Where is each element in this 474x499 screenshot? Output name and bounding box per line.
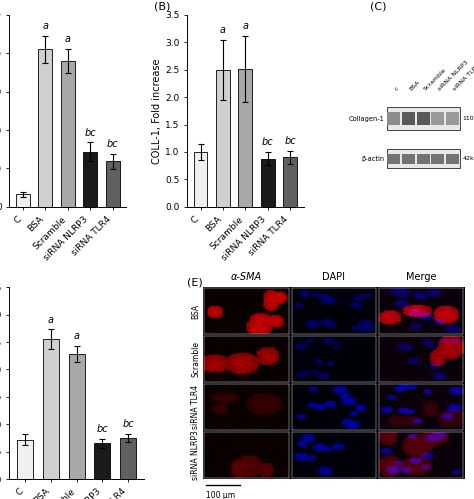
Text: Collagen-1: Collagen-1 — [349, 116, 384, 122]
Text: DAPI: DAPI — [322, 271, 345, 281]
Bar — [83, 152, 97, 207]
Text: 42kDa: 42kDa — [463, 156, 474, 161]
Bar — [387, 112, 401, 125]
Bar — [387, 154, 401, 164]
Bar — [16, 195, 30, 207]
Bar — [431, 112, 444, 125]
Bar — [431, 154, 444, 164]
Text: Merge: Merge — [406, 271, 436, 281]
Text: α-SMA: α-SMA — [231, 271, 262, 281]
Bar — [261, 159, 274, 207]
Text: bc: bc — [284, 136, 296, 146]
Text: a: a — [42, 21, 48, 31]
Text: bc: bc — [107, 139, 118, 149]
Text: a: a — [242, 21, 248, 31]
Text: Scramble: Scramble — [423, 67, 447, 92]
Bar — [387, 107, 459, 130]
Text: 110kDa: 110kDa — [463, 116, 474, 121]
Bar — [120, 438, 136, 479]
Text: a: a — [220, 25, 226, 35]
Bar — [417, 154, 429, 164]
Text: 100 μm: 100 μm — [206, 491, 235, 499]
Bar — [387, 149, 459, 168]
Bar — [417, 112, 429, 125]
Text: siRNA TLR4: siRNA TLR4 — [452, 63, 474, 92]
Bar — [238, 69, 252, 207]
Text: bc: bc — [262, 137, 273, 147]
Text: a: a — [73, 331, 80, 341]
Text: bc: bc — [122, 419, 134, 429]
Bar — [38, 49, 52, 207]
Text: (E): (E) — [187, 277, 203, 288]
Bar — [193, 152, 208, 207]
Text: bc: bc — [84, 128, 96, 138]
Bar — [43, 339, 59, 479]
Bar — [61, 61, 75, 207]
Bar — [216, 70, 230, 207]
Text: BSA: BSA — [191, 304, 201, 319]
Bar — [17, 440, 33, 479]
Bar — [446, 112, 459, 125]
Text: β-actin: β-actin — [362, 156, 384, 162]
Text: (B): (B) — [155, 1, 171, 11]
Text: (C): (C) — [370, 1, 386, 11]
Bar — [446, 154, 459, 164]
Bar — [402, 112, 415, 125]
Text: siRNA TLR4: siRNA TLR4 — [191, 385, 201, 429]
Text: BSA: BSA — [409, 79, 421, 92]
Bar — [69, 354, 84, 479]
Bar — [402, 154, 415, 164]
Text: siRNA NLRP3: siRNA NLRP3 — [191, 430, 201, 480]
Y-axis label: COLL-1, Fold increase: COLL-1, Fold increase — [152, 58, 162, 164]
Text: bc: bc — [97, 424, 108, 434]
Text: a: a — [48, 315, 54, 325]
Text: siRNA NLRP3: siRNA NLRP3 — [438, 59, 470, 92]
Bar — [94, 444, 110, 479]
Bar — [283, 157, 297, 207]
Text: Scramble: Scramble — [191, 341, 201, 377]
Text: a: a — [65, 34, 71, 44]
Bar — [106, 162, 119, 207]
Text: c: c — [394, 86, 400, 92]
